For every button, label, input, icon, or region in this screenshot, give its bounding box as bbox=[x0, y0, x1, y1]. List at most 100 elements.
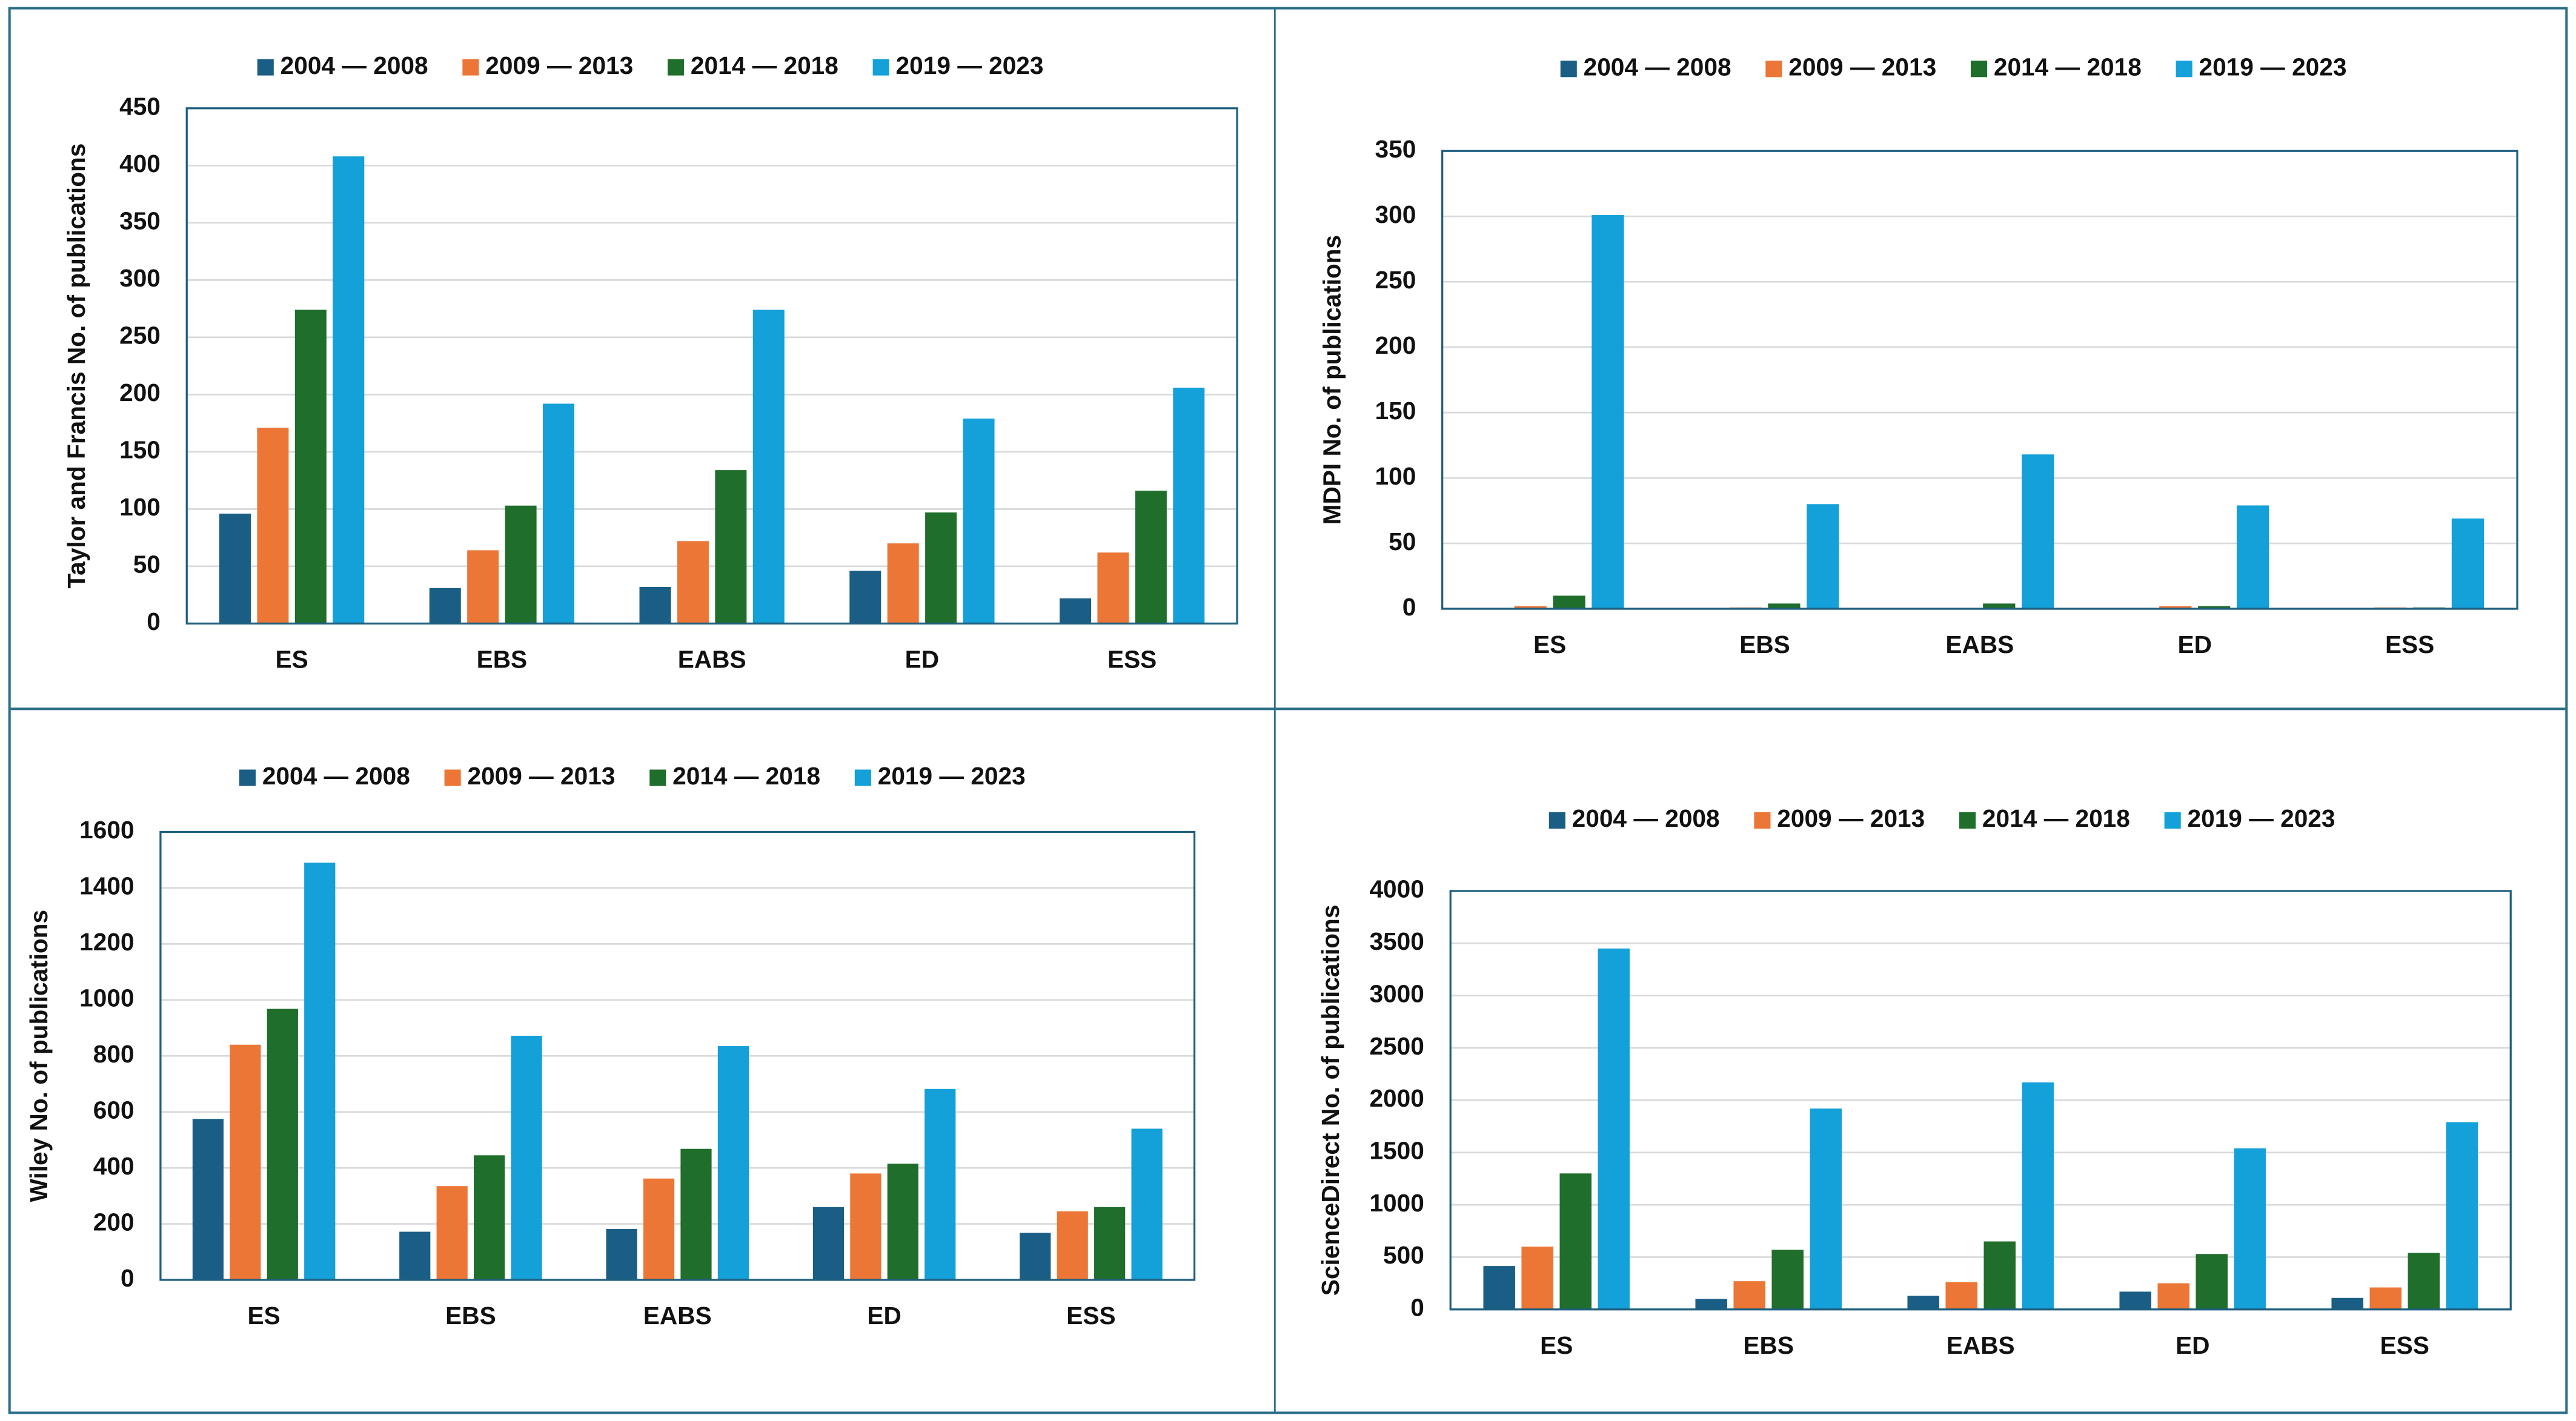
x-tick-label: EBS bbox=[445, 1302, 496, 1330]
legend-label: 2014 — 2018 bbox=[672, 762, 820, 790]
y-axis-label: Wiley No. of publications bbox=[25, 910, 53, 1202]
y-tick-label: 2500 bbox=[1369, 1032, 1424, 1060]
y-axis-label: Taylor and Francis No. of publications bbox=[62, 144, 90, 589]
y-tick-label: 0 bbox=[1410, 1294, 1424, 1322]
legend-label: 2009 — 2013 bbox=[1777, 804, 1925, 832]
legend-swatch bbox=[1754, 812, 1771, 829]
y-tick-label: 200 bbox=[119, 379, 161, 406]
bar bbox=[1173, 388, 1205, 624]
bar bbox=[543, 403, 575, 624]
y-tick-label: 1500 bbox=[1369, 1136, 1424, 1164]
bar bbox=[850, 1173, 881, 1280]
legend-label: 2004 — 2008 bbox=[1572, 804, 1720, 832]
y-tick-label: 450 bbox=[119, 93, 161, 121]
y-tick-label: 500 bbox=[1383, 1241, 1424, 1269]
legend-swatch bbox=[2164, 812, 2181, 829]
y-tick-label: 400 bbox=[119, 150, 161, 177]
y-tick-label: 1400 bbox=[79, 872, 134, 900]
y-tick-label: 200 bbox=[1375, 331, 1416, 359]
bar bbox=[1483, 1266, 1515, 1310]
legend-label: 2014 — 2018 bbox=[1982, 804, 2130, 832]
bar bbox=[2236, 505, 2269, 609]
plot-border bbox=[1449, 890, 2512, 1311]
legend-swatch bbox=[854, 769, 871, 786]
bar bbox=[1983, 603, 2016, 609]
legend-swatch bbox=[649, 769, 666, 786]
legend-swatch bbox=[872, 59, 889, 76]
x-tick-label: ESS bbox=[1066, 1302, 1115, 1330]
bar bbox=[230, 1044, 261, 1280]
bar bbox=[887, 1164, 918, 1280]
bar bbox=[219, 513, 251, 624]
y-tick-label: 4000 bbox=[1369, 875, 1424, 903]
legend-label: 2019 — 2023 bbox=[2188, 804, 2335, 832]
x-tick-label: ES bbox=[1533, 631, 1566, 658]
y-tick-label: 3500 bbox=[1369, 927, 1424, 955]
x-tick-label: ESS bbox=[2380, 1331, 2429, 1359]
bar bbox=[717, 1046, 749, 1280]
y-tick-label: 0 bbox=[1403, 593, 1416, 621]
x-tick-label: ES bbox=[276, 645, 308, 673]
y-tick-label: 0 bbox=[121, 1264, 134, 1292]
x-tick-label: EBS bbox=[1739, 631, 1790, 658]
bar bbox=[1983, 1241, 2016, 1310]
bar bbox=[192, 1119, 224, 1280]
bar bbox=[1097, 552, 1129, 624]
bar bbox=[1592, 215, 1624, 609]
plot-border bbox=[1441, 150, 2518, 610]
bar bbox=[2451, 518, 2485, 609]
legend-swatch bbox=[2176, 61, 2193, 78]
y-tick-label: 300 bbox=[119, 264, 161, 292]
bar bbox=[2408, 1253, 2440, 1310]
x-tick-label: EBS bbox=[477, 645, 528, 673]
bar bbox=[467, 550, 499, 624]
bar bbox=[1514, 606, 1547, 609]
y-tick-label: 100 bbox=[1375, 462, 1416, 490]
y-tick-label: 50 bbox=[133, 551, 161, 578]
y-tick-label: 600 bbox=[93, 1096, 134, 1124]
x-tick-label: ES bbox=[247, 1302, 280, 1330]
y-tick-label: 1000 bbox=[79, 984, 134, 1012]
y-tick-label: 350 bbox=[1375, 135, 1416, 163]
bar bbox=[925, 1088, 956, 1280]
bar bbox=[1807, 504, 1839, 609]
bar bbox=[1598, 948, 1630, 1310]
bar bbox=[1521, 1247, 1553, 1310]
legend-swatch bbox=[444, 769, 461, 786]
y-axis-label: ScienceDirect No. of publications bbox=[1316, 905, 1344, 1296]
bar bbox=[1945, 1282, 1977, 1310]
bar bbox=[1559, 1173, 1592, 1310]
x-tick-label: ESS bbox=[1107, 645, 1157, 673]
bar bbox=[680, 1148, 712, 1280]
bar bbox=[925, 512, 957, 624]
bar bbox=[1020, 1233, 1051, 1280]
bar bbox=[2159, 606, 2192, 609]
bar bbox=[399, 1231, 431, 1280]
x-tick-label: ED bbox=[867, 1302, 901, 1330]
x-tick-label: ED bbox=[2176, 1331, 2209, 1359]
x-tick-label: EABS bbox=[1945, 631, 2014, 658]
bar bbox=[1695, 1299, 1727, 1310]
bar bbox=[1135, 491, 1167, 624]
bar bbox=[963, 419, 995, 624]
legend-swatch bbox=[1549, 812, 1565, 829]
bar bbox=[436, 1186, 468, 1280]
y-tick-label: 1000 bbox=[1369, 1189, 1424, 1217]
plot-border bbox=[159, 830, 1196, 1281]
y-tick-label: 350 bbox=[119, 207, 161, 235]
legend-label: 2019 — 2023 bbox=[878, 762, 1026, 790]
bar bbox=[1733, 1281, 1765, 1310]
y-tick-label: 1600 bbox=[79, 816, 134, 844]
x-tick-label: EABS bbox=[1947, 1331, 2015, 1359]
bar bbox=[1771, 1250, 1804, 1310]
legend-label: 2014 — 2018 bbox=[691, 51, 838, 79]
y-tick-label: 50 bbox=[1389, 528, 1416, 555]
bar bbox=[752, 310, 785, 624]
bar bbox=[2369, 1287, 2402, 1310]
bar bbox=[643, 1178, 675, 1280]
x-tick-label: ES bbox=[1540, 1331, 1573, 1359]
legend-label: 2004 — 2008 bbox=[1584, 53, 1731, 81]
y-tick-label: 0 bbox=[147, 608, 161, 635]
bar bbox=[505, 505, 537, 624]
